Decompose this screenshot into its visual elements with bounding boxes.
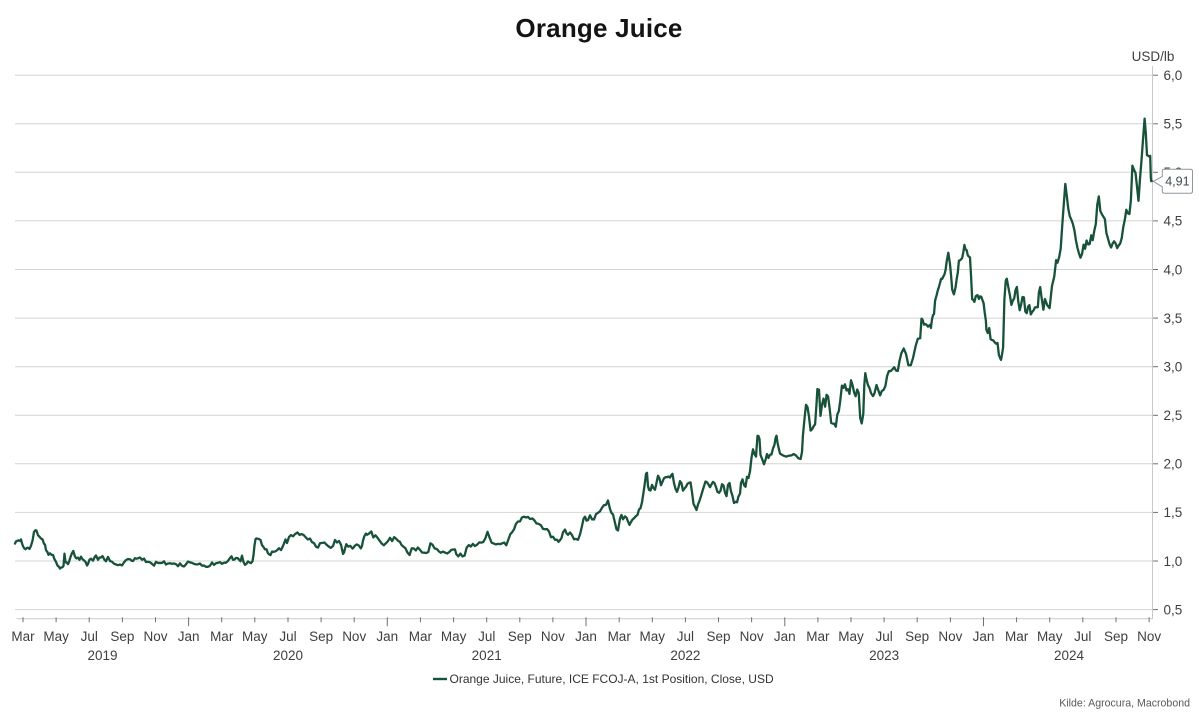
svg-text:Sep: Sep bbox=[309, 629, 333, 644]
svg-text:Jul: Jul bbox=[677, 629, 694, 644]
svg-text:Sep: Sep bbox=[706, 629, 730, 644]
svg-text:2,0: 2,0 bbox=[1164, 457, 1183, 472]
svg-text:2019: 2019 bbox=[87, 648, 117, 663]
svg-text:Jul: Jul bbox=[875, 629, 892, 644]
svg-text:May: May bbox=[838, 629, 864, 644]
svg-text:Jul: Jul bbox=[81, 629, 98, 644]
svg-text:Mar: Mar bbox=[806, 629, 830, 644]
svg-text:Jan: Jan bbox=[973, 629, 995, 644]
svg-text:2020: 2020 bbox=[273, 648, 303, 663]
svg-text:Jan: Jan bbox=[376, 629, 398, 644]
svg-text:Jan: Jan bbox=[575, 629, 597, 644]
svg-text:1,5: 1,5 bbox=[1164, 505, 1183, 520]
svg-text:Sep: Sep bbox=[110, 629, 134, 644]
svg-text:Mar: Mar bbox=[210, 629, 234, 644]
svg-text:Sep: Sep bbox=[1104, 629, 1128, 644]
svg-text:May: May bbox=[640, 629, 666, 644]
svg-text:Jan: Jan bbox=[774, 629, 796, 644]
svg-text:2,5: 2,5 bbox=[1164, 408, 1183, 423]
svg-text:Orange Juice: Orange Juice bbox=[515, 13, 682, 43]
svg-text:Nov: Nov bbox=[938, 629, 962, 644]
svg-text:3,0: 3,0 bbox=[1164, 360, 1183, 375]
svg-text:Sep: Sep bbox=[508, 629, 532, 644]
svg-text:May: May bbox=[242, 629, 268, 644]
svg-text:May: May bbox=[441, 629, 467, 644]
svg-text:Jul: Jul bbox=[279, 629, 296, 644]
svg-text:Mar: Mar bbox=[608, 629, 632, 644]
svg-text:Orange Juice, Future, ICE FCOJ: Orange Juice, Future, ICE FCOJ-A, 1st Po… bbox=[450, 672, 774, 686]
svg-text:6,0: 6,0 bbox=[1164, 68, 1183, 83]
svg-text:May: May bbox=[1037, 629, 1063, 644]
svg-text:USD/lb: USD/lb bbox=[1132, 49, 1175, 64]
svg-text:2024: 2024 bbox=[1054, 648, 1085, 663]
svg-text:Sep: Sep bbox=[905, 629, 929, 644]
svg-text:3,5: 3,5 bbox=[1164, 311, 1183, 326]
svg-text:Mar: Mar bbox=[1005, 629, 1029, 644]
svg-text:4,5: 4,5 bbox=[1164, 214, 1183, 229]
svg-text:Kilde: Agrocura, Macrobond: Kilde: Agrocura, Macrobond bbox=[1059, 698, 1190, 710]
svg-text:5,5: 5,5 bbox=[1164, 117, 1183, 132]
svg-text:Nov: Nov bbox=[342, 629, 366, 644]
svg-text:0,5: 0,5 bbox=[1164, 602, 1183, 617]
svg-text:Mar: Mar bbox=[11, 629, 35, 644]
svg-text:4,0: 4,0 bbox=[1164, 262, 1183, 277]
svg-text:2021: 2021 bbox=[472, 648, 502, 663]
svg-text:Nov: Nov bbox=[541, 629, 565, 644]
svg-text:Nov: Nov bbox=[740, 629, 764, 644]
svg-text:4,91: 4,91 bbox=[1165, 175, 1189, 189]
svg-text:Mar: Mar bbox=[409, 629, 433, 644]
svg-text:Nov: Nov bbox=[1137, 629, 1161, 644]
svg-text:Jan: Jan bbox=[178, 629, 200, 644]
svg-text:Jul: Jul bbox=[1074, 629, 1091, 644]
svg-text:Nov: Nov bbox=[143, 629, 167, 644]
svg-text:1,0: 1,0 bbox=[1164, 554, 1183, 569]
svg-text:2023: 2023 bbox=[869, 648, 899, 663]
svg-text:2022: 2022 bbox=[670, 648, 700, 663]
svg-text:Jul: Jul bbox=[478, 629, 495, 644]
svg-text:May: May bbox=[43, 629, 69, 644]
